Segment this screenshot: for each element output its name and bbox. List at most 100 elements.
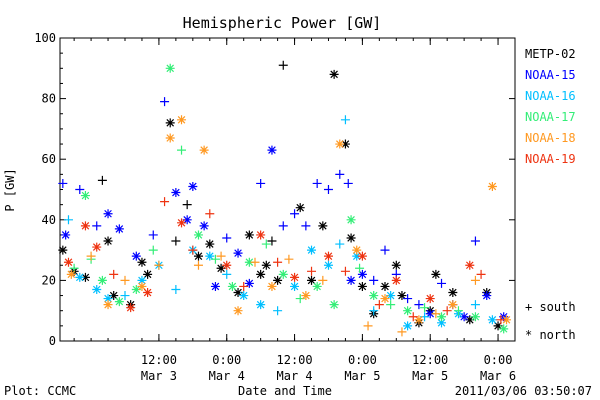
data-point-noaa-16-north (437, 318, 447, 328)
data-point-metp-02-north (493, 321, 503, 331)
data-point-metp-02-north (109, 291, 119, 301)
data-point-noaa-18-north (380, 294, 390, 304)
x-axis: 12:00 Mar 3 0:00 Mar 4 12:00 Mar 4 0:00 Mar 5 12… (73, 38, 516, 383)
data-point-noaa-17-north (131, 284, 141, 294)
data-point-noaa-17-north (278, 269, 288, 279)
data-point-noaa-16-south (222, 269, 232, 279)
data-point-metp-02-north (261, 260, 271, 270)
data-point-noaa-17-south (420, 303, 430, 313)
data-point-noaa-19-north (290, 272, 300, 282)
x-tick-label-time: 0:00 (212, 353, 241, 367)
x-tick-label-date: Mar 5 (412, 369, 448, 383)
data-point-metp-02-north (216, 263, 226, 273)
data-point-noaa-18-north (177, 115, 187, 125)
data-point-noaa-19-north (92, 242, 102, 252)
data-point-noaa-17-north (470, 312, 480, 322)
data-point-noaa-18-north (502, 315, 512, 325)
chart-title: Hemispheric Power [GW] (183, 14, 382, 32)
data-point-noaa-17-north (165, 63, 175, 73)
data-point-noaa-15-south (380, 245, 390, 255)
data-point-noaa-18-south (363, 321, 373, 331)
data-point-noaa-19-north (357, 251, 367, 261)
legend-item-noaa-18: NOAA-18 (525, 131, 576, 145)
data-point-noaa-16-north (352, 251, 362, 261)
data-point-noaa-18-north (165, 133, 175, 143)
data-point-noaa-19-north (126, 303, 136, 313)
data-point-noaa-17-north (403, 306, 413, 316)
data-point-noaa-17-north (437, 312, 447, 322)
data-point-noaa-18-south (86, 251, 96, 261)
data-point-noaa-15-north (171, 188, 181, 198)
y-tick-label: 80 (42, 92, 56, 106)
data-point-metp-02-north (346, 233, 356, 243)
data-point-noaa-17-north (346, 215, 356, 225)
data-point-metp-02-north (465, 315, 475, 325)
data-point-noaa-19-north (256, 230, 266, 240)
data-point-noaa-15-north (346, 275, 356, 285)
data-point-noaa-15-south (290, 209, 300, 219)
data-point-noaa-17-south (386, 300, 396, 310)
data-point-metp-02-north (397, 291, 407, 301)
data-point-noaa-17-north (193, 230, 203, 240)
data-point-metp-02-north (318, 221, 328, 231)
data-point-noaa-18-south (431, 309, 441, 319)
data-point-noaa-15-south (301, 221, 311, 231)
data-point-noaa-17-north (499, 324, 509, 334)
data-point-noaa-19-north (323, 251, 333, 261)
data-point-noaa-18-south (470, 275, 480, 285)
data-point-noaa-18-south (318, 275, 328, 285)
data-point-noaa-17-north (97, 275, 107, 285)
data-point-noaa-15-south (222, 233, 232, 243)
data-point-noaa-19-south (496, 315, 506, 325)
data-point-metp-02-south (171, 236, 181, 246)
data-point-noaa-19-south (307, 266, 317, 276)
data-point-noaa-15-north (425, 309, 435, 319)
data-point-noaa-18-north (335, 139, 345, 149)
x-tick-label-date: Mar 6 (480, 369, 516, 383)
data-point-noaa-18-south (250, 257, 260, 267)
y-tick-label: 40 (42, 213, 56, 227)
data-point-metp-02-north (380, 281, 390, 291)
data-point-noaa-17-north (312, 281, 322, 291)
data-point-metp-02-south (182, 200, 192, 210)
data-point-noaa-15-north (131, 251, 141, 261)
data-point-noaa-19-north (177, 218, 187, 228)
data-point-noaa-16-south (340, 115, 350, 125)
data-point-noaa-16-north (205, 251, 215, 261)
marker-legend-north: * north (525, 328, 576, 342)
data-point-noaa-15-south (278, 221, 288, 231)
data-point-noaa-15-south (323, 185, 333, 194)
data-point-noaa-15-north (482, 291, 492, 301)
data-point-metp-02-north (256, 269, 266, 279)
data-point-noaa-15-south (369, 275, 379, 285)
data-point-noaa-19-south (374, 300, 384, 310)
marker-legend-south: + south (525, 300, 576, 314)
data-point-noaa-15-north (244, 278, 254, 288)
data-point-metp-02-north (340, 139, 350, 149)
data-point-noaa-19-north (465, 260, 475, 270)
footer-right: 2011/03/06 03:50:07 (455, 384, 592, 398)
legend-item-noaa-17: NOAA-17 (525, 110, 576, 124)
data-point-metp-02-south (278, 60, 288, 70)
data-point-noaa-15-south (403, 294, 413, 304)
data-point-noaa-15-south (256, 178, 266, 188)
y-tick-label: 100 (34, 31, 56, 45)
data-point-noaa-19-south (160, 197, 170, 207)
data-point-noaa-19-north (63, 257, 73, 267)
data-point-metp-02-north (391, 260, 401, 270)
data-point-noaa-17-south (355, 263, 365, 273)
data-point-metp-02-north (273, 275, 283, 285)
data-point-noaa-19-south (442, 306, 452, 316)
data-point-noaa-19-south (188, 245, 198, 255)
data-point-metp-02-north (357, 281, 367, 291)
data-point-metp-02-north (233, 288, 243, 298)
data-point-noaa-16-south (171, 284, 181, 294)
y-tick-label: 0 (49, 334, 56, 348)
y-tick-label: 20 (42, 273, 56, 287)
data-point-noaa-18-north (103, 300, 113, 310)
data-point-noaa-15-south (92, 221, 102, 231)
data-point-noaa-15-north (199, 221, 209, 231)
data-point-noaa-16-south (273, 306, 283, 316)
data-point-noaa-16-south (470, 300, 480, 310)
data-point-metp-02-north (103, 236, 113, 246)
